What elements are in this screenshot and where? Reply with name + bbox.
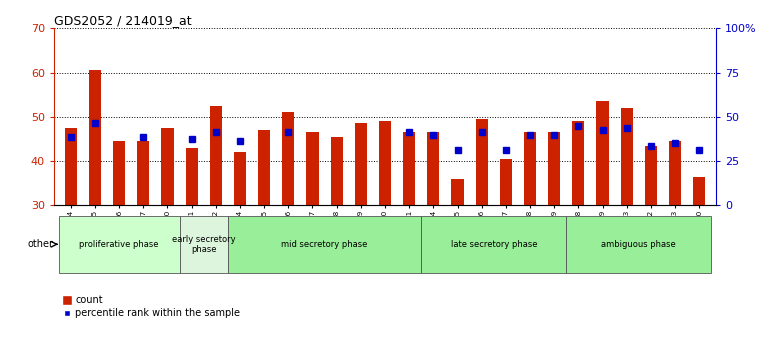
Bar	[137, 141, 149, 205]
Bar	[209, 106, 222, 205]
Bar	[283, 113, 294, 205]
Text: GDS2052 / 214019_at: GDS2052 / 214019_at	[54, 14, 192, 27]
Bar	[524, 132, 536, 205]
Bar	[186, 148, 198, 205]
Bar	[669, 141, 681, 205]
Bar	[644, 145, 657, 205]
Bar	[330, 137, 343, 205]
Bar	[162, 128, 173, 205]
Bar	[476, 119, 487, 205]
Bar	[379, 121, 391, 205]
Bar	[258, 130, 270, 205]
Bar	[597, 101, 608, 205]
Bar	[65, 128, 77, 205]
Bar	[228, 216, 421, 273]
Bar	[427, 132, 440, 205]
Text: ambiguous phase: ambiguous phase	[601, 240, 676, 249]
Bar	[306, 132, 319, 205]
Bar	[421, 216, 566, 273]
Text: early secretory
phase: early secretory phase	[172, 235, 236, 254]
Text: mid secretory phase: mid secretory phase	[281, 240, 368, 249]
Bar	[572, 121, 584, 205]
Bar	[355, 124, 367, 205]
Bar	[179, 216, 228, 273]
Bar	[403, 132, 415, 205]
Bar	[234, 152, 246, 205]
Bar	[693, 177, 705, 205]
Legend: count, percentile rank within the sample: count, percentile rank within the sample	[59, 292, 244, 322]
Bar	[566, 216, 711, 273]
Bar	[89, 70, 101, 205]
Bar	[59, 216, 179, 273]
Bar	[548, 132, 561, 205]
Bar	[113, 141, 126, 205]
Text: other: other	[28, 239, 53, 249]
Text: proliferative phase: proliferative phase	[79, 240, 159, 249]
Bar	[621, 108, 633, 205]
Text: late secretory phase: late secretory phase	[450, 240, 537, 249]
Bar	[500, 159, 512, 205]
Bar	[451, 179, 464, 205]
